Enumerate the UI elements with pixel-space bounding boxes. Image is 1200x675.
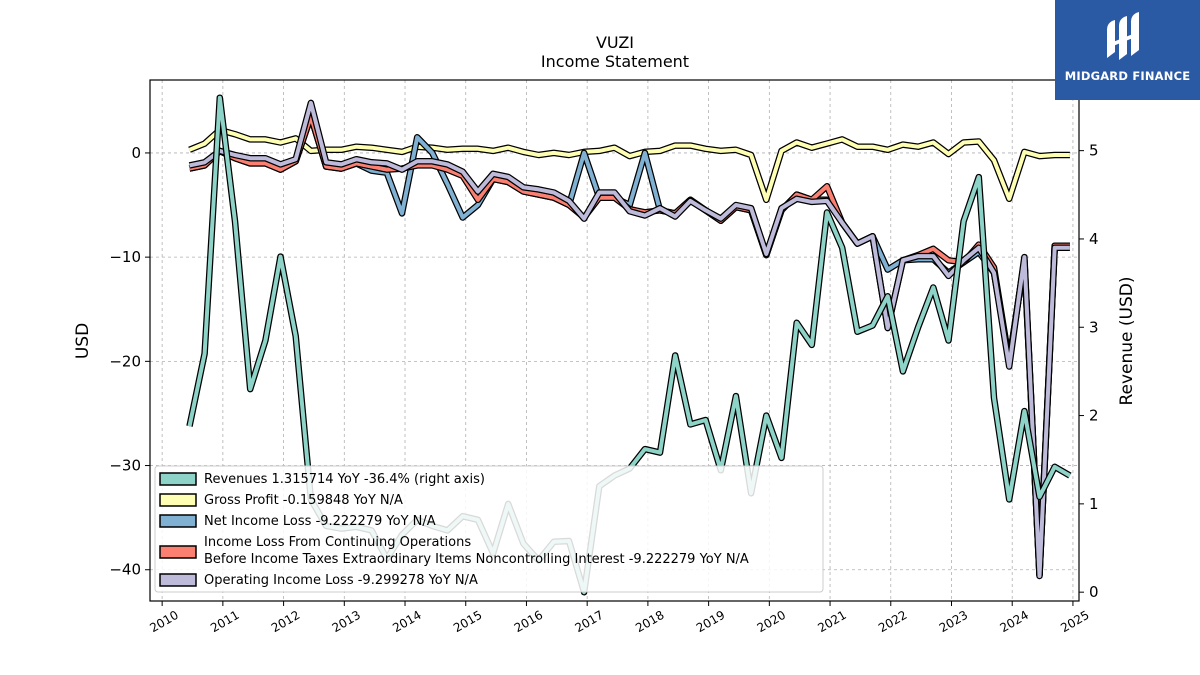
legend: Revenues 1.315714 YoY -36.4% (right axis… (154, 465, 824, 593)
series-line-1 (188, 126, 1070, 204)
x-tick-label: 2020 (755, 608, 788, 635)
y-right-tick-label: 1 (1089, 495, 1099, 513)
y-tick-label: −20 (109, 352, 141, 370)
x-tick-label: 2014 (390, 608, 423, 635)
y-right-tick-label: 0 (1089, 583, 1099, 601)
x-tick-label: 2011 (208, 608, 241, 635)
logo-text: MIDGARD FINANCE (1064, 69, 1191, 83)
logo-mark-icon (1107, 12, 1139, 60)
y-axis-label: USD (73, 323, 93, 359)
x-tick-label: 2013 (330, 608, 363, 635)
legend-label: Income Loss From Continuing Operations Be… (204, 535, 749, 567)
y-right-tick-label: 3 (1089, 318, 1099, 336)
x-tick-label: 2024 (997, 608, 1030, 635)
x-tick-label: 2019 (694, 608, 727, 635)
y-tick-label: −30 (109, 457, 141, 475)
legend-label: Gross Profit -0.159848 YoY N/A (204, 493, 403, 508)
x-tick-label: 2016 (512, 608, 545, 635)
legend-label: Net Income Loss -9.222279 YoY N/A (204, 514, 436, 529)
y-axis-right-label: Revenue (USD) (1117, 276, 1137, 405)
x-tick-label: 2018 (633, 608, 666, 635)
plot-frame (149, 79, 1080, 602)
y-tick-label: 0 (131, 144, 141, 162)
legend-label: Operating Income Loss -9.299278 YoY N/A (204, 573, 478, 588)
legend-swatch (159, 472, 197, 486)
x-tick-label: 2023 (937, 608, 970, 635)
legend-swatch (159, 514, 197, 528)
x-tick-label: 2021 (815, 608, 848, 635)
y-tick-label: −10 (109, 248, 141, 266)
x-tick-label: 2017 (572, 608, 605, 635)
legend-swatch (159, 573, 197, 587)
y-right-tick-label: 4 (1089, 230, 1099, 248)
y-tick-label: −40 (109, 561, 141, 579)
x-tick-label: 2010 (147, 608, 180, 635)
x-tick-label: 2022 (876, 608, 909, 635)
x-tick-label: 2025 (1058, 608, 1091, 635)
x-tick-label: 2012 (269, 608, 302, 635)
legend-label: Revenues 1.315714 YoY -36.4% (right axis… (204, 472, 485, 487)
x-tick-label: 2015 (451, 608, 484, 635)
chart-title: VUZI (596, 33, 634, 52)
series-stroke (189, 100, 1070, 578)
series-line-4 (188, 99, 1070, 580)
series-stroke (188, 128, 1070, 202)
y-right-tick-label: 2 (1089, 407, 1099, 425)
chart-subtitle: Income Statement (541, 52, 689, 71)
legend-swatch (159, 545, 197, 559)
midgard-finance-logo: MIDGARD FINANCE (1055, 0, 1200, 100)
legend-swatch (159, 493, 197, 507)
y-right-tick-label: 5 (1089, 142, 1099, 160)
legend-box (154, 465, 824, 593)
